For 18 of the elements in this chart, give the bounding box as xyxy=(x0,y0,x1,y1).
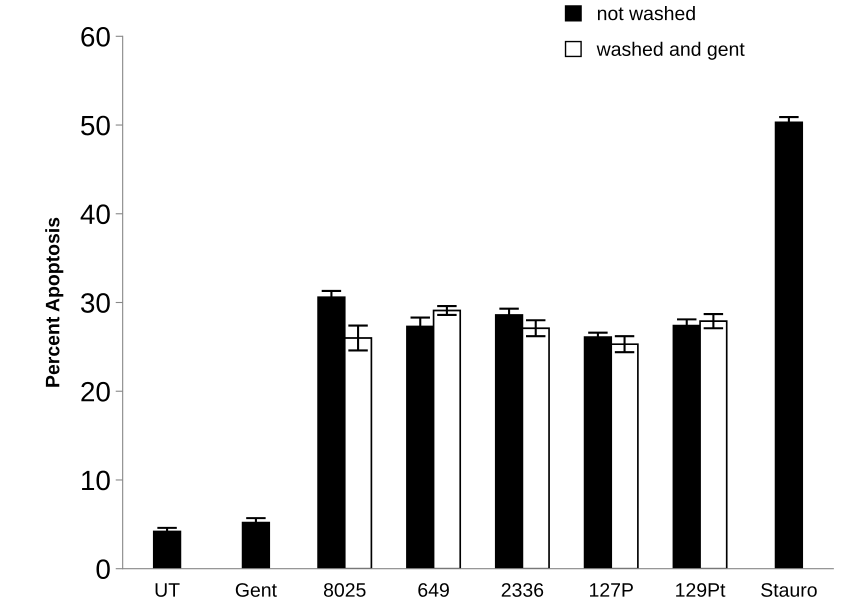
legend-label: washed and gent xyxy=(596,42,745,60)
y-tick-label: 50 xyxy=(81,116,110,136)
y-tick-label: 30 xyxy=(81,293,110,313)
y-axis-title: Percent Apoptosis xyxy=(45,218,64,387)
y-tick-label: 60 xyxy=(81,26,110,47)
x-tick-label: 2336 xyxy=(502,583,544,597)
y-tick-label: 40 xyxy=(80,204,110,224)
y-tick-label: 10 xyxy=(82,470,110,490)
x-tick-label: UT xyxy=(156,583,180,597)
y-tick-label: 0 xyxy=(96,559,110,580)
x-tick-label: 127P xyxy=(590,583,633,597)
y-tick-label: 20 xyxy=(81,382,110,402)
legend-label: not washed xyxy=(598,6,695,20)
x-tick-label: 649 xyxy=(418,583,449,597)
x-tick-label: Stauro xyxy=(761,583,817,597)
x-tick-label: 8025 xyxy=(324,583,366,597)
x-tick-label: Gent xyxy=(236,583,277,597)
x-tick-label: 129Pt xyxy=(676,583,726,597)
